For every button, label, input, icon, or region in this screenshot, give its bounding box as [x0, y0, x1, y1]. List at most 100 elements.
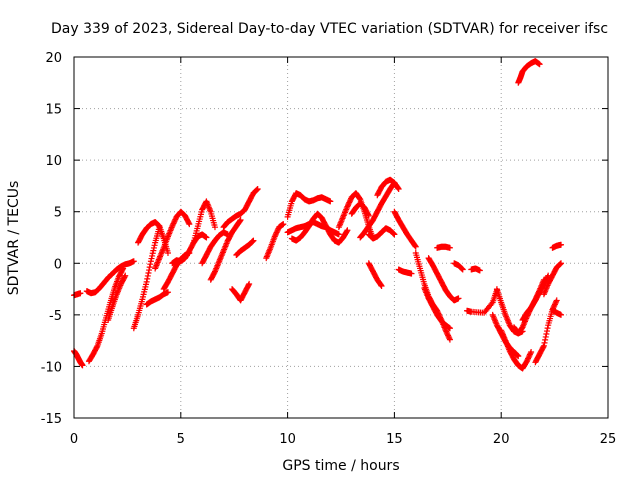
data-point [377, 282, 384, 289]
data-point [143, 278, 150, 285]
data-point [540, 343, 547, 350]
x-tick-label: 5 [177, 432, 185, 447]
data-point [542, 336, 549, 343]
series-arc23 [348, 200, 372, 219]
series-arc36 [464, 287, 500, 316]
data-point [347, 196, 354, 203]
plot-frame [73, 56, 609, 419]
series-arc21 [288, 210, 351, 246]
x-tick-label: 10 [279, 432, 296, 447]
series-arc19 [284, 190, 334, 220]
data-point [543, 331, 550, 338]
series-arc41 [519, 272, 552, 324]
series-arc08 [143, 289, 171, 308]
data-point [443, 328, 450, 335]
x-tick-label: 15 [386, 432, 403, 447]
data-point [365, 211, 372, 218]
data-point [79, 362, 86, 369]
data-point [274, 226, 281, 233]
data-point [526, 351, 533, 358]
data-point [395, 186, 402, 193]
data-point [122, 272, 129, 279]
data-point [378, 282, 385, 289]
data-point [542, 333, 549, 340]
data-point [170, 220, 177, 227]
y-tick-label: -10 [41, 360, 62, 375]
data-point [245, 282, 252, 289]
series-arc14 [207, 216, 244, 283]
data-point [271, 233, 278, 240]
data-point [169, 223, 176, 230]
y-tick-label: -15 [41, 412, 62, 427]
y-tick-label: 15 [45, 103, 62, 118]
data-point [445, 333, 452, 340]
data-point [327, 198, 334, 205]
data-point [525, 354, 532, 361]
data-point [237, 216, 244, 223]
series-arc17 [233, 237, 257, 259]
marker-layer [71, 58, 565, 372]
data-point [541, 339, 548, 346]
data-point [558, 241, 565, 248]
data-point [446, 244, 453, 251]
series-arc07 [135, 219, 171, 256]
data-point [203, 234, 210, 241]
data-point [558, 260, 565, 267]
data-point [446, 336, 453, 343]
data-point [171, 217, 178, 224]
data-point [346, 198, 353, 205]
data-point [552, 300, 559, 307]
series-arc42 [532, 297, 560, 366]
series-arc15 [220, 186, 261, 231]
data-point [150, 244, 157, 251]
data-point [459, 266, 466, 273]
data-point [149, 252, 156, 259]
data-point [246, 280, 253, 287]
data-point [365, 212, 372, 219]
data-point [544, 325, 551, 332]
series-arc18 [263, 221, 287, 262]
series-arc31 [421, 285, 453, 332]
y-tick-label: 10 [45, 154, 62, 169]
series-arc34 [451, 260, 466, 273]
data-point [536, 61, 543, 68]
series-arc33 [434, 243, 453, 251]
data-point [455, 295, 462, 302]
y-tick-label: -5 [49, 309, 62, 324]
data-point [344, 227, 351, 234]
data-point [147, 258, 154, 265]
series-arc13 [199, 229, 231, 267]
data-point [254, 186, 261, 193]
series-arc02 [71, 290, 84, 299]
data-point [356, 195, 363, 202]
data-point [524, 356, 531, 363]
y-tick-label: 0 [54, 257, 62, 272]
data-point [169, 221, 176, 228]
data-point [526, 352, 533, 359]
series-arc09 [152, 208, 193, 272]
data-point [164, 249, 171, 256]
series-arc32 [425, 255, 462, 304]
data-point [553, 298, 560, 305]
data-point [442, 327, 449, 334]
series-arc01 [71, 347, 86, 369]
series-arc27 [365, 260, 385, 289]
data-point [528, 348, 535, 355]
y-axis-label: SDTVAR / TECUs [6, 181, 22, 296]
data-point [186, 221, 193, 228]
data-point [144, 275, 151, 282]
data-point [164, 289, 171, 296]
series-arc24 [357, 179, 398, 241]
data-point [149, 250, 156, 257]
series-arc26 [374, 176, 402, 199]
data-point [151, 242, 158, 249]
series-arc44 [549, 241, 565, 251]
data-point [211, 269, 218, 276]
data-point [553, 297, 560, 304]
data-point [551, 301, 558, 308]
series-arc35 [468, 265, 483, 274]
data-point [146, 267, 153, 274]
series-arc16 [229, 280, 253, 304]
data-point [412, 242, 419, 249]
data-point [236, 217, 243, 224]
